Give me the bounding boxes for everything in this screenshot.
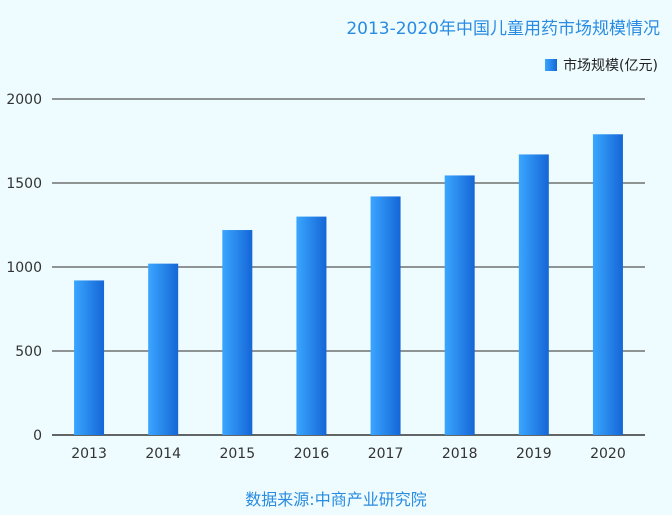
x-tick-label: 2013 [71,446,107,462]
data-source: 数据来源:中商产业研究院 [245,490,427,509]
y-tick-label: 0 [33,428,42,444]
x-tick-label: 2016 [294,446,330,462]
bar-2018 [444,175,475,435]
x-tick-label: 2014 [145,446,181,462]
bar-2019 [518,154,549,435]
x-tick-label: 2019 [516,446,552,462]
y-tick-label: 1000 [6,260,42,276]
bar-2014 [148,263,179,435]
legend-swatch [545,59,558,71]
y-tick-label: 500 [15,344,42,360]
x-tick-label: 2020 [590,446,626,462]
bar-2020 [592,134,623,435]
x-tick-label: 2018 [442,446,478,462]
y-tick-label: 2000 [6,92,42,108]
bar-2017 [370,196,401,435]
x-tick-label: 2017 [368,446,404,462]
bar-2016 [296,216,327,435]
chart-title: 2013-2020年中国儿童用药市场规模情况 [346,19,660,39]
bar-2015 [222,230,253,435]
legend: 市场规模(亿元) [545,55,658,75]
x-tick-label: 2015 [219,446,255,462]
y-tick-label: 1500 [6,176,42,192]
bar-2013 [74,280,105,435]
legend-label: 市场规模(亿元) [563,58,658,74]
